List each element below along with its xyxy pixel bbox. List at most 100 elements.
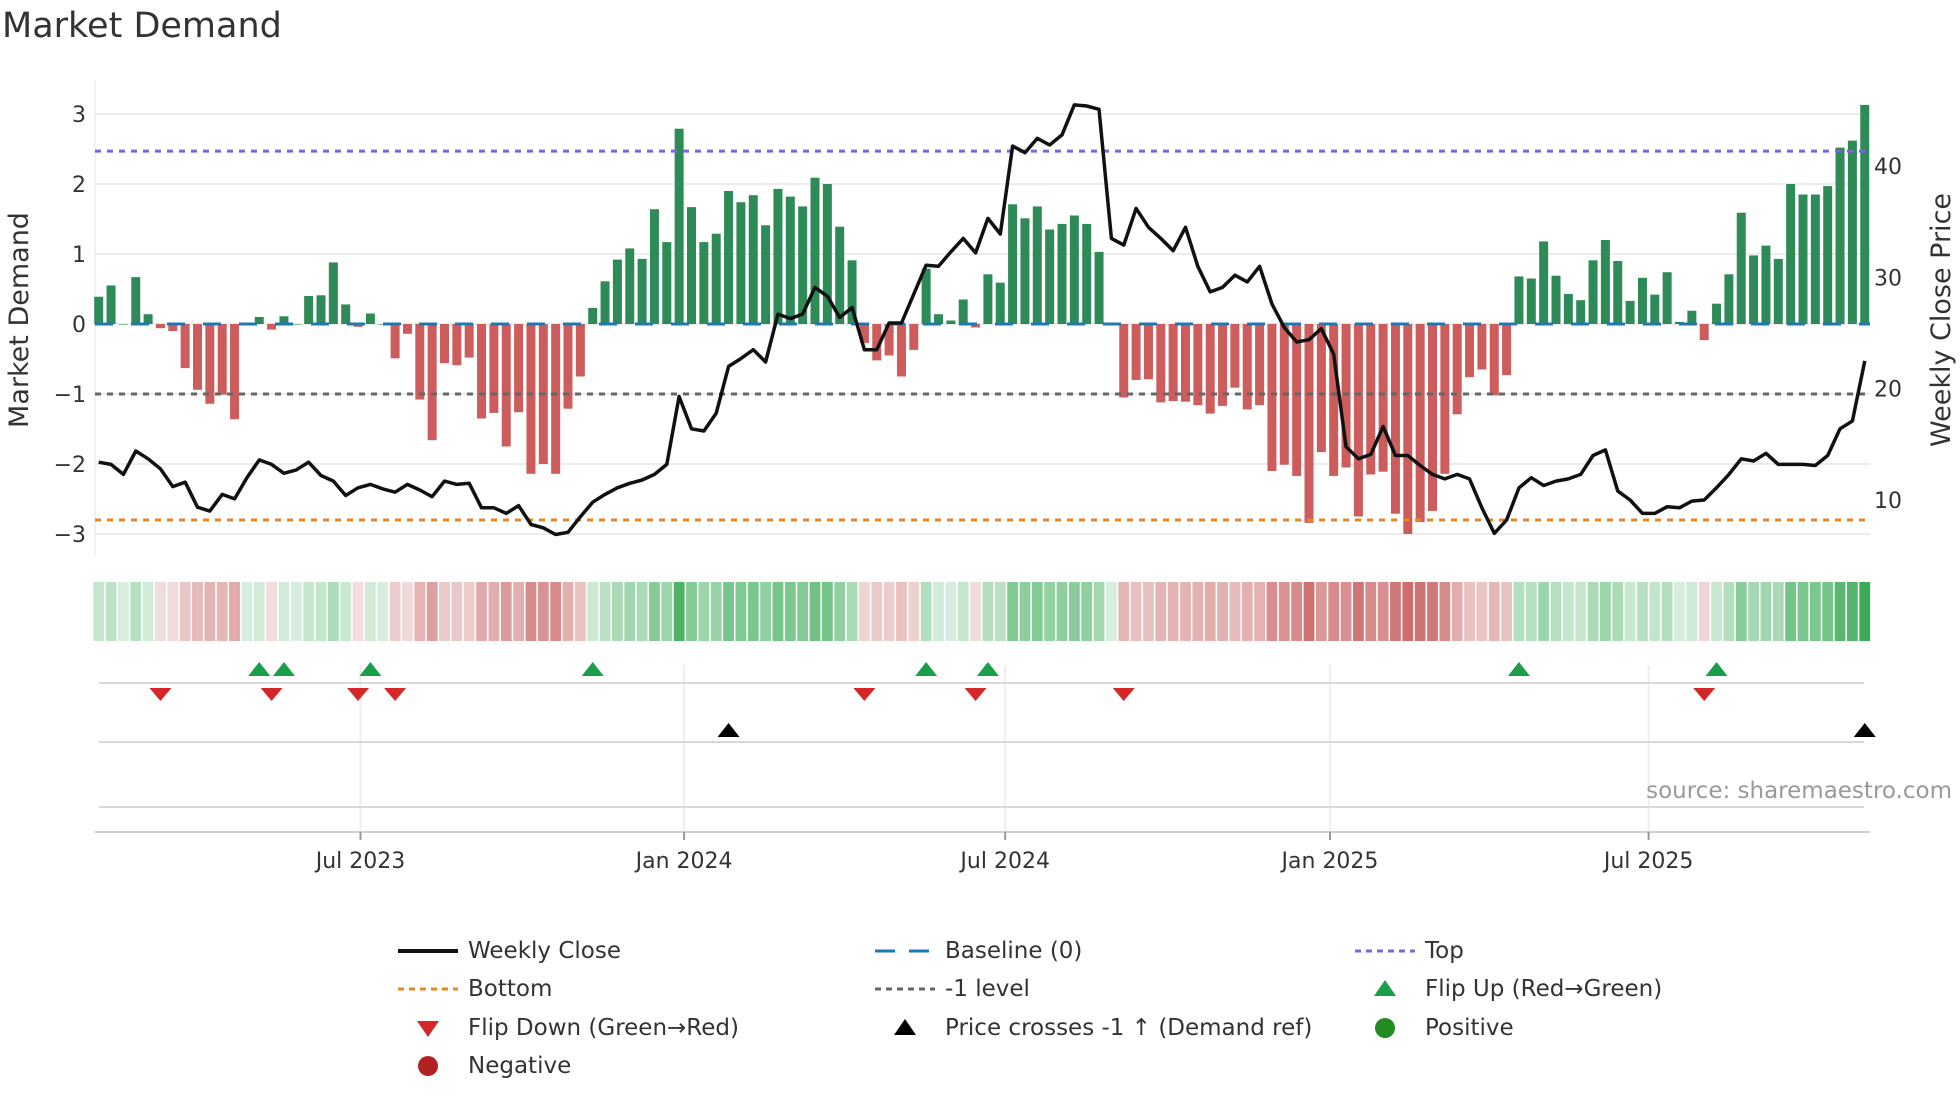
demand-bar bbox=[649, 209, 659, 324]
demand-bar bbox=[1304, 324, 1314, 523]
demand-heat-cell bbox=[1204, 582, 1216, 641]
demand-bar bbox=[501, 324, 511, 447]
demand-bar bbox=[1168, 324, 1178, 401]
demand-bar bbox=[341, 304, 351, 324]
demand-bar bbox=[810, 177, 820, 324]
flip-down-marker bbox=[260, 688, 283, 701]
demand-bar bbox=[1699, 324, 1709, 341]
x-tick-label: Jul 2025 bbox=[1602, 849, 1694, 874]
demand-heat-cell bbox=[1167, 582, 1179, 641]
demand-bar bbox=[180, 324, 190, 369]
demand-bar bbox=[822, 184, 832, 324]
flip-down-marker bbox=[384, 688, 407, 701]
demand-heat-cell bbox=[1501, 582, 1512, 641]
demand-heat-cell bbox=[142, 582, 154, 641]
y-tick-label: −2 bbox=[54, 453, 86, 478]
demand-bar bbox=[1749, 255, 1759, 324]
demand-heat-cell bbox=[587, 582, 599, 641]
demand-heat-cell bbox=[698, 582, 710, 641]
demand-heat-cell bbox=[933, 582, 944, 641]
demand-bar bbox=[785, 196, 795, 324]
y-tick-label: −1 bbox=[54, 383, 86, 408]
demand-bar bbox=[674, 128, 684, 324]
demand-bar bbox=[1810, 194, 1820, 324]
y-tick-label: 3 bbox=[72, 103, 86, 128]
y2-tick-label: 40 bbox=[1874, 155, 1902, 180]
demand-bar bbox=[1687, 310, 1697, 324]
demand-heat-cell bbox=[1328, 582, 1340, 641]
demand-heat-cell bbox=[797, 582, 809, 641]
demand-bar bbox=[1143, 324, 1153, 380]
demand-bar bbox=[514, 324, 524, 413]
demand-heat-cell bbox=[1785, 582, 1797, 641]
demand-bar bbox=[440, 324, 449, 364]
demand-heat-cell bbox=[476, 582, 487, 641]
demand-heat-cell bbox=[760, 582, 771, 641]
demand-bar bbox=[995, 282, 1005, 324]
demand-bar bbox=[304, 296, 314, 324]
demand-bar bbox=[1069, 215, 1079, 324]
demand-bar bbox=[773, 188, 783, 324]
demand-bar bbox=[217, 324, 227, 395]
demand-heat-cell bbox=[253, 582, 265, 641]
demand-heat-cell bbox=[859, 582, 870, 641]
flip-up-marker bbox=[272, 662, 295, 676]
source-credit: source: sharemaestro.com bbox=[1646, 778, 1952, 804]
demand-bar bbox=[1786, 184, 1796, 324]
demand-bar bbox=[131, 277, 141, 324]
demand-bar bbox=[1761, 245, 1771, 324]
demand-heat-cell bbox=[673, 582, 685, 641]
demand-bar bbox=[1847, 140, 1857, 324]
demand-heat-cell bbox=[278, 582, 290, 641]
demand-heat-cell bbox=[1266, 582, 1278, 641]
demand-bar bbox=[687, 207, 696, 324]
demand-bar bbox=[1230, 324, 1240, 388]
demand-heat-cell bbox=[1278, 582, 1290, 641]
demand-bar bbox=[1452, 324, 1462, 415]
demand-heat-cell bbox=[1859, 582, 1871, 641]
demand-bar bbox=[1292, 324, 1302, 476]
demand-bar bbox=[921, 268, 931, 324]
demand-bar bbox=[1712, 303, 1722, 324]
y-tick-label: 2 bbox=[72, 173, 86, 198]
demand-bar bbox=[909, 324, 919, 350]
demand-bar bbox=[637, 258, 647, 324]
demand-bar bbox=[1860, 104, 1870, 325]
demand-heat-cell bbox=[315, 582, 327, 641]
demand-heat-cell bbox=[1562, 582, 1574, 641]
demand-bar bbox=[1588, 260, 1598, 324]
demand-bar bbox=[1662, 272, 1672, 324]
flip-down-marker bbox=[347, 688, 370, 701]
demand-bar bbox=[1600, 240, 1610, 324]
demand-heat-cell bbox=[1748, 582, 1759, 641]
demand-heat-cell bbox=[1291, 582, 1303, 641]
demand-heat-cell bbox=[1600, 582, 1611, 641]
demand-bar bbox=[1440, 324, 1450, 474]
demand-heat-cell bbox=[1488, 582, 1500, 641]
demand-bar bbox=[1724, 274, 1734, 324]
demand-heat-cell bbox=[179, 582, 191, 641]
x-tick-label: Jul 2023 bbox=[314, 849, 406, 874]
demand-bar bbox=[1242, 324, 1252, 410]
demand-bar bbox=[1428, 324, 1437, 511]
demand-bar bbox=[279, 316, 289, 324]
demand-bar bbox=[736, 202, 746, 324]
demand-bar bbox=[1366, 324, 1376, 475]
demand-bar bbox=[193, 324, 202, 390]
price-cross-marker bbox=[717, 723, 740, 737]
demand-bar bbox=[1526, 278, 1536, 324]
demand-bar bbox=[118, 324, 128, 325]
x-tick-label: Jul 2024 bbox=[958, 849, 1050, 874]
demand-heat-cell bbox=[723, 582, 734, 641]
demand-bar bbox=[1477, 324, 1487, 370]
demand-heat-cell bbox=[414, 582, 426, 641]
demand-heat-cell bbox=[1822, 582, 1834, 641]
demand-bar bbox=[847, 260, 857, 324]
flip-down-marker bbox=[1112, 688, 1135, 701]
flip-up-marker bbox=[359, 662, 382, 676]
demand-heat-cell bbox=[599, 582, 611, 641]
demand-bar bbox=[1341, 324, 1351, 468]
demand-heat-cell bbox=[537, 582, 549, 641]
demand-bar bbox=[1378, 324, 1388, 472]
flip-up-marker bbox=[1705, 662, 1728, 676]
